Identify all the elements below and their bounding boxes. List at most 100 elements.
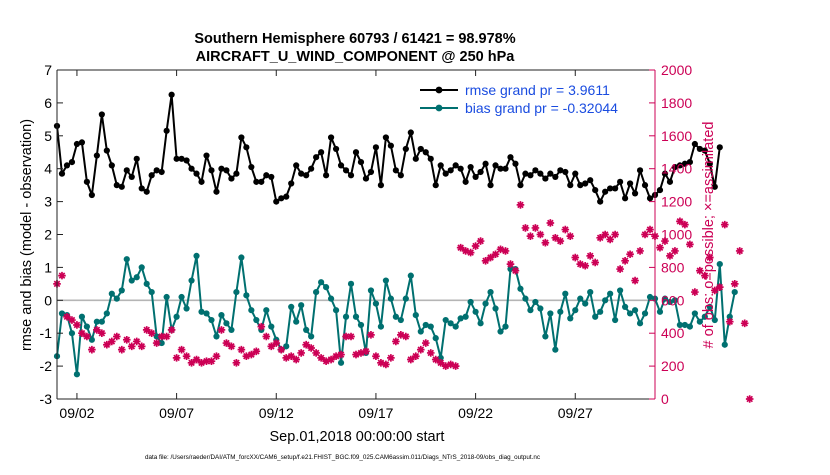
rmse-point: [706, 160, 713, 167]
bias-point: [103, 310, 110, 317]
rmse-point: [487, 182, 494, 189]
assimilated-point: [157, 332, 166, 341]
rmse-point: [552, 173, 559, 181]
bias-point: [452, 323, 459, 330]
assimilated-point: [117, 345, 126, 354]
bias-point: [228, 326, 235, 334]
rmse-point: [253, 178, 260, 185]
rmse-point: [597, 198, 604, 205]
bias-point: [318, 279, 325, 286]
bias-point: [113, 295, 120, 302]
rmse-point: [367, 168, 375, 176]
rmse-point: [507, 154, 514, 161]
y-tick-label: 1: [44, 259, 52, 275]
bias-point: [163, 293, 170, 301]
assimilated-point: [466, 248, 475, 257]
bias-point: [407, 272, 414, 279]
rmse-point: [641, 182, 649, 189]
bias-point: [502, 323, 509, 330]
bias-point: [641, 310, 649, 317]
rmse-point: [213, 188, 220, 195]
y2-tick-label: 200: [661, 358, 685, 374]
assimilated-point: [521, 224, 530, 232]
bias-point: [716, 261, 723, 268]
assimilated-point: [596, 233, 604, 242]
rmse-point: [238, 134, 245, 141]
assimilated-point: [372, 352, 380, 361]
bias-point: [731, 288, 738, 296]
assimilated-point: [387, 354, 395, 362]
rmse-point: [537, 170, 544, 177]
rmse-point: [158, 168, 165, 176]
bias-point: [238, 254, 245, 261]
assimilated-point: [581, 261, 590, 270]
rmse-point: [686, 159, 693, 166]
bias-point: [382, 277, 389, 284]
assimilated-point: [217, 326, 226, 334]
bias-point: [158, 339, 165, 347]
assimilated-point: [312, 349, 320, 357]
rmse-point: [148, 172, 155, 179]
assimilated-point: [661, 237, 669, 245]
y2-tick-label: 0: [661, 391, 669, 407]
assimilated-point: [461, 247, 470, 255]
bias-point: [198, 308, 205, 315]
assimilated-point: [152, 339, 161, 347]
bias-point: [73, 371, 81, 378]
bias-point: [487, 288, 494, 296]
rmse-point: [103, 147, 110, 154]
rmse-series: [53, 91, 723, 205]
assimilated-point: [531, 224, 540, 232]
bias-point: [472, 308, 479, 315]
bias-point: [283, 343, 290, 350]
rmse-point: [208, 167, 215, 174]
rmse-point: [193, 170, 200, 177]
rmse-point: [308, 165, 315, 172]
bias-point: [133, 274, 140, 281]
rmse-point: [517, 182, 524, 189]
y-tick-label: 3: [44, 194, 52, 210]
rmse-point: [612, 185, 619, 192]
bias-point: [313, 288, 320, 296]
assimilated-point: [302, 340, 310, 349]
assimilated-point: [745, 395, 754, 403]
x-tick-label: 09/12: [259, 405, 294, 421]
bias-point: [332, 307, 340, 314]
assimilated-point: [73, 321, 81, 329]
assimilated-point: [392, 337, 400, 346]
bias-point: [577, 295, 584, 302]
assimilated-point: [481, 257, 490, 265]
rmse-point: [671, 163, 679, 171]
rmse-point: [303, 172, 310, 179]
bias-point: [88, 336, 95, 343]
bias-point: [467, 298, 474, 306]
bias-point: [477, 320, 484, 327]
y-tick-label: 0: [44, 292, 52, 308]
rmse-point: [78, 139, 86, 146]
rmse-point: [327, 134, 335, 141]
rmse-point: [617, 178, 624, 185]
assimilated-point: [476, 237, 485, 245]
rmse-point: [288, 180, 295, 187]
rmse-point: [88, 191, 95, 199]
y2-tick-label: 600: [661, 292, 685, 308]
rmse-point: [118, 183, 125, 190]
rmse-point: [477, 168, 484, 176]
bias-point: [482, 300, 489, 307]
assimilated-point: [108, 337, 116, 346]
assimilated-point: [297, 349, 305, 357]
rmse-point: [542, 175, 549, 182]
bias-point: [223, 320, 230, 327]
rmse-point: [482, 160, 489, 167]
bias-point: [233, 288, 240, 296]
rmse-point: [223, 167, 230, 174]
bias-point: [587, 288, 594, 296]
y2-tick-label: 1200: [661, 194, 692, 210]
bias-point: [691, 310, 698, 317]
rmse-point: [357, 159, 365, 166]
bias-point: [656, 308, 664, 315]
assimilated-point: [177, 345, 186, 354]
assimilated-point: [501, 247, 510, 255]
bias-point: [288, 303, 295, 310]
bias-point: [93, 318, 100, 325]
